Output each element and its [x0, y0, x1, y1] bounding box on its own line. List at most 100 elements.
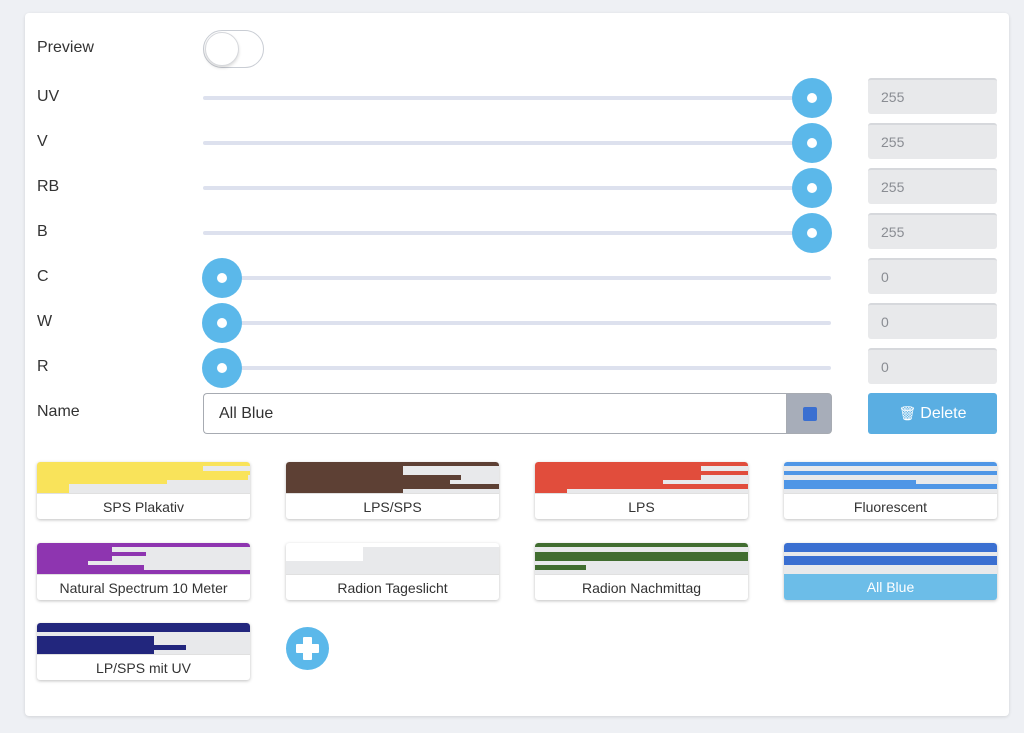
light-settings-card — [25, 13, 1009, 716]
spectrum-bar — [286, 470, 404, 476]
slider-thumb-rb[interactable] — [792, 168, 832, 208]
preset-spectrum — [286, 543, 499, 574]
preset-spectrum — [535, 543, 748, 574]
preset-card[interactable]: Radion Tageslicht — [286, 543, 499, 600]
preset-spectrum — [535, 462, 748, 493]
slider-track-v[interactable] — [203, 141, 831, 145]
spectrum-bar — [37, 470, 250, 476]
spectrum-bar — [37, 565, 144, 570]
spectrum-bar — [286, 479, 450, 485]
spectrum-bar — [286, 462, 499, 467]
spectrum-bar — [535, 543, 748, 548]
preset-label: LPS/SPS — [286, 493, 499, 519]
spectrum-bar — [37, 551, 146, 557]
channel-label-uv: UV — [37, 88, 60, 105]
spectrum-bar — [535, 479, 663, 485]
channel-label-rb: RB — [37, 178, 60, 195]
preset-spectrum — [784, 543, 997, 574]
name-label: Name — [37, 403, 80, 420]
spectrum-bar — [37, 645, 187, 650]
channel-label-v: V — [37, 133, 48, 150]
slider-track-b[interactable] — [203, 231, 831, 235]
add-preset-button[interactable] — [286, 627, 329, 670]
spectrum-bar — [535, 556, 748, 561]
preset-spectrum — [286, 462, 499, 493]
slider-track-r[interactable] — [203, 366, 831, 370]
preset-card[interactable]: Natural Spectrum 10 Meter — [37, 543, 250, 600]
spectrum-bar — [535, 565, 587, 570]
value-field-w[interactable]: 0 — [868, 303, 997, 339]
preset-card[interactable]: LPS — [535, 462, 748, 519]
value-field-c[interactable]: 0 — [868, 258, 997, 294]
spectrum-bar — [37, 623, 250, 628]
delete-label: Delete — [920, 405, 967, 422]
preview-toggle[interactable] — [203, 30, 264, 68]
preview-label: Preview — [37, 39, 94, 56]
slider-track-rb[interactable] — [203, 186, 831, 190]
toggle-knob — [205, 32, 239, 66]
preset-label: SPS Plakativ — [37, 493, 250, 519]
spectrum-bar — [37, 475, 248, 480]
spectrum-bar — [286, 556, 363, 561]
value-field-b[interactable]: 255 — [868, 213, 997, 249]
spectrum-bar — [784, 543, 997, 548]
spectrum-bar — [535, 466, 702, 471]
spectrum-bar — [37, 556, 112, 561]
spectrum-bar — [37, 479, 167, 485]
preset-card[interactable]: LP/SPS mit UV — [37, 623, 250, 680]
spectrum-bar — [286, 475, 461, 480]
spectrum-bar — [535, 488, 567, 493]
preset-card[interactable]: Fluorescent — [784, 462, 997, 519]
spectrum-bar — [784, 560, 997, 566]
value-field-rb[interactable]: 255 — [868, 168, 997, 204]
preset-label: Radion Nachmittag — [535, 574, 748, 600]
spectrum-bar — [784, 479, 917, 485]
slider-track-w[interactable] — [203, 321, 831, 325]
spectrum-bar — [37, 569, 250, 574]
spectrum-bar — [37, 649, 155, 654]
spectrum-bar — [286, 488, 404, 493]
preset-card[interactable]: SPS Plakativ — [37, 462, 250, 519]
spectrum-bar — [37, 627, 250, 632]
channel-label-r: R — [37, 358, 49, 375]
preset-label: LP/SPS mit UV — [37, 654, 250, 680]
spectrum-bar — [535, 551, 748, 557]
color-picker-button[interactable] — [786, 393, 832, 434]
slider-thumb-w[interactable] — [202, 303, 242, 343]
slider-thumb-r[interactable] — [202, 348, 242, 388]
preset-card[interactable]: LPS/SPS — [286, 462, 499, 519]
spectrum-bar — [535, 470, 748, 476]
preset-spectrum — [37, 543, 250, 574]
value-field-r[interactable]: 0 — [868, 348, 997, 384]
value-field-uv[interactable]: 255 — [868, 78, 997, 114]
channel-label-b: B — [37, 223, 48, 240]
spectrum-bar — [37, 543, 250, 548]
slider-thumb-b[interactable] — [792, 213, 832, 253]
preset-spectrum — [37, 623, 250, 654]
name-input[interactable]: All Blue — [203, 393, 786, 434]
preset-card[interactable]: All Blue — [784, 543, 997, 600]
color-swatch-icon — [803, 407, 817, 421]
value-field-v[interactable]: 255 — [868, 123, 997, 159]
slider-track-uv[interactable] — [203, 96, 831, 100]
spectrum-bar — [37, 462, 250, 467]
preset-label: All Blue — [784, 574, 997, 600]
slider-thumb-v[interactable] — [792, 123, 832, 163]
preset-spectrum — [784, 462, 997, 493]
spectrum-bar — [37, 484, 69, 489]
delete-button[interactable]: 🗑 Delete — [868, 393, 997, 434]
spectrum-bar — [37, 640, 155, 646]
spectrum-bar — [535, 475, 702, 480]
slider-thumb-uv[interactable] — [792, 78, 832, 118]
spectrum-bar — [37, 560, 89, 566]
spectrum-bar — [784, 556, 997, 561]
slider-track-c[interactable] — [203, 276, 831, 280]
spectrum-bar — [535, 484, 748, 489]
trash-icon: 🗑 — [898, 405, 917, 421]
spectrum-bar — [37, 547, 112, 552]
spectrum-bar — [535, 462, 748, 467]
channel-label-c: C — [37, 268, 49, 285]
spectrum-bar — [37, 488, 69, 493]
preset-card[interactable]: Radion Nachmittag — [535, 543, 748, 600]
slider-thumb-c[interactable] — [202, 258, 242, 298]
